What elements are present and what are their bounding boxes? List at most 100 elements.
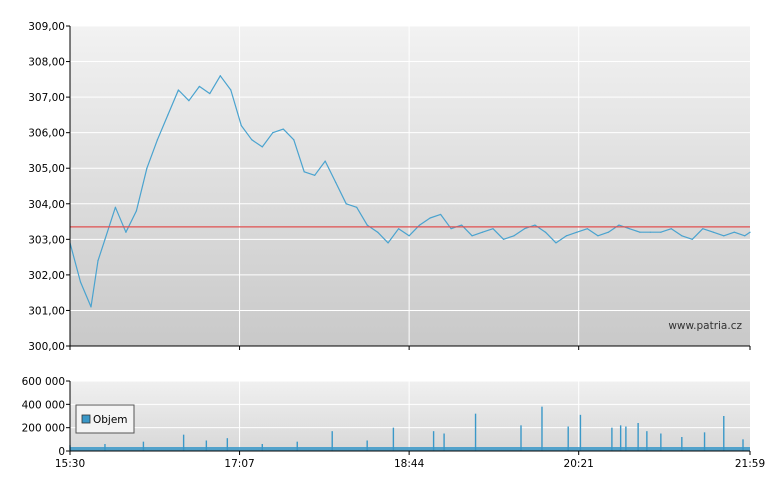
price-point (261, 146, 263, 148)
x-tick-label: 17:07 (224, 458, 254, 470)
volume-bar (261, 444, 263, 451)
volume-bar (646, 431, 648, 451)
price-point (586, 228, 589, 230)
volume-y-tick-label: 0 (58, 446, 65, 458)
price-point (597, 235, 599, 237)
price-point (702, 228, 704, 230)
price-point (240, 124, 242, 127)
volume-y-tick-label: 600 000 (22, 376, 65, 388)
volume-bar (625, 426, 627, 451)
price-point (282, 128, 284, 130)
volume-plot-area (70, 381, 750, 451)
price-point (146, 167, 148, 169)
price-point (114, 206, 117, 208)
watermark-text: www.patria.cz (668, 320, 742, 332)
price-point (387, 242, 389, 244)
volume-bar (637, 423, 639, 451)
price-point (534, 224, 536, 226)
price-point (639, 231, 641, 233)
price-point (335, 181, 337, 184)
price-point (723, 235, 725, 237)
price-point (607, 231, 610, 233)
price-point (356, 206, 358, 208)
price-point (90, 306, 92, 308)
price-y-tick-label: 304,00 (28, 199, 65, 211)
price-point (749, 231, 751, 233)
price-point (628, 228, 630, 230)
price-point (156, 139, 159, 141)
price-point (272, 132, 274, 134)
volume-bar (723, 416, 725, 451)
price-y-tick-label: 302,00 (28, 270, 65, 282)
price-plot-area (70, 26, 750, 346)
price-point (513, 235, 515, 237)
price-point (177, 89, 179, 91)
x-tick-label: 18:44 (394, 458, 425, 470)
price-point (419, 224, 421, 226)
volume-bar (541, 406, 543, 451)
volume-bar (579, 414, 582, 451)
volume-y-tick-label: 200 000 (22, 423, 65, 435)
price-point (97, 260, 99, 262)
price-point (366, 224, 368, 226)
price-point (293, 139, 295, 141)
legend-label: Objem (93, 414, 128, 426)
price-point (681, 235, 683, 237)
volume-bar (567, 426, 569, 451)
price-y-tick-label: 303,00 (28, 234, 65, 246)
price-point (576, 231, 578, 233)
volume-y-tick-label: 400 000 (22, 399, 65, 411)
volume-bar (660, 433, 662, 451)
price-point (481, 231, 484, 233)
volume-bar (182, 434, 185, 451)
price-point (429, 217, 431, 219)
volume-bar (703, 432, 706, 451)
price-point (209, 92, 211, 95)
volume-bar (742, 439, 744, 451)
price-point (502, 238, 505, 240)
price-point (324, 160, 326, 162)
price-point (450, 228, 452, 230)
volume-bar (296, 441, 298, 451)
price-y-tick-label: 301,00 (28, 305, 65, 317)
price-point (198, 85, 200, 88)
price-point (377, 231, 379, 233)
price-point (230, 89, 232, 91)
x-tick-label: 20:21 (564, 458, 594, 470)
price-point (555, 242, 557, 244)
price-point (691, 238, 693, 240)
x-tick-label: 21:59 (735, 458, 765, 470)
volume-bar (619, 425, 622, 451)
price-point (649, 231, 651, 233)
volume-bar (142, 441, 145, 451)
legend-swatch (81, 414, 91, 424)
price-point (660, 231, 662, 233)
volume-bar (681, 437, 683, 451)
volume-bar (520, 425, 522, 451)
volume-bar (474, 413, 477, 451)
volume-bar (392, 427, 395, 451)
price-y-tick-label: 305,00 (28, 163, 65, 175)
price-point (104, 238, 106, 240)
price-point (314, 174, 316, 176)
price-y-tick-label: 309,00 (28, 21, 65, 33)
price-point (471, 235, 473, 237)
price-point (345, 203, 347, 205)
volume-bar (205, 440, 208, 451)
price-y-tick-label: 308,00 (28, 57, 65, 69)
price-point (79, 281, 82, 283)
price-point (167, 114, 169, 116)
price-point (544, 231, 547, 233)
price-point (135, 210, 138, 212)
price-point (188, 100, 190, 102)
volume-bar (443, 433, 445, 451)
price-point (565, 235, 568, 237)
price-point (523, 228, 526, 230)
price-point (492, 228, 494, 230)
volume-bar (611, 427, 613, 451)
price-point (408, 235, 410, 237)
volume-bar (226, 438, 229, 451)
price-point (303, 171, 305, 173)
